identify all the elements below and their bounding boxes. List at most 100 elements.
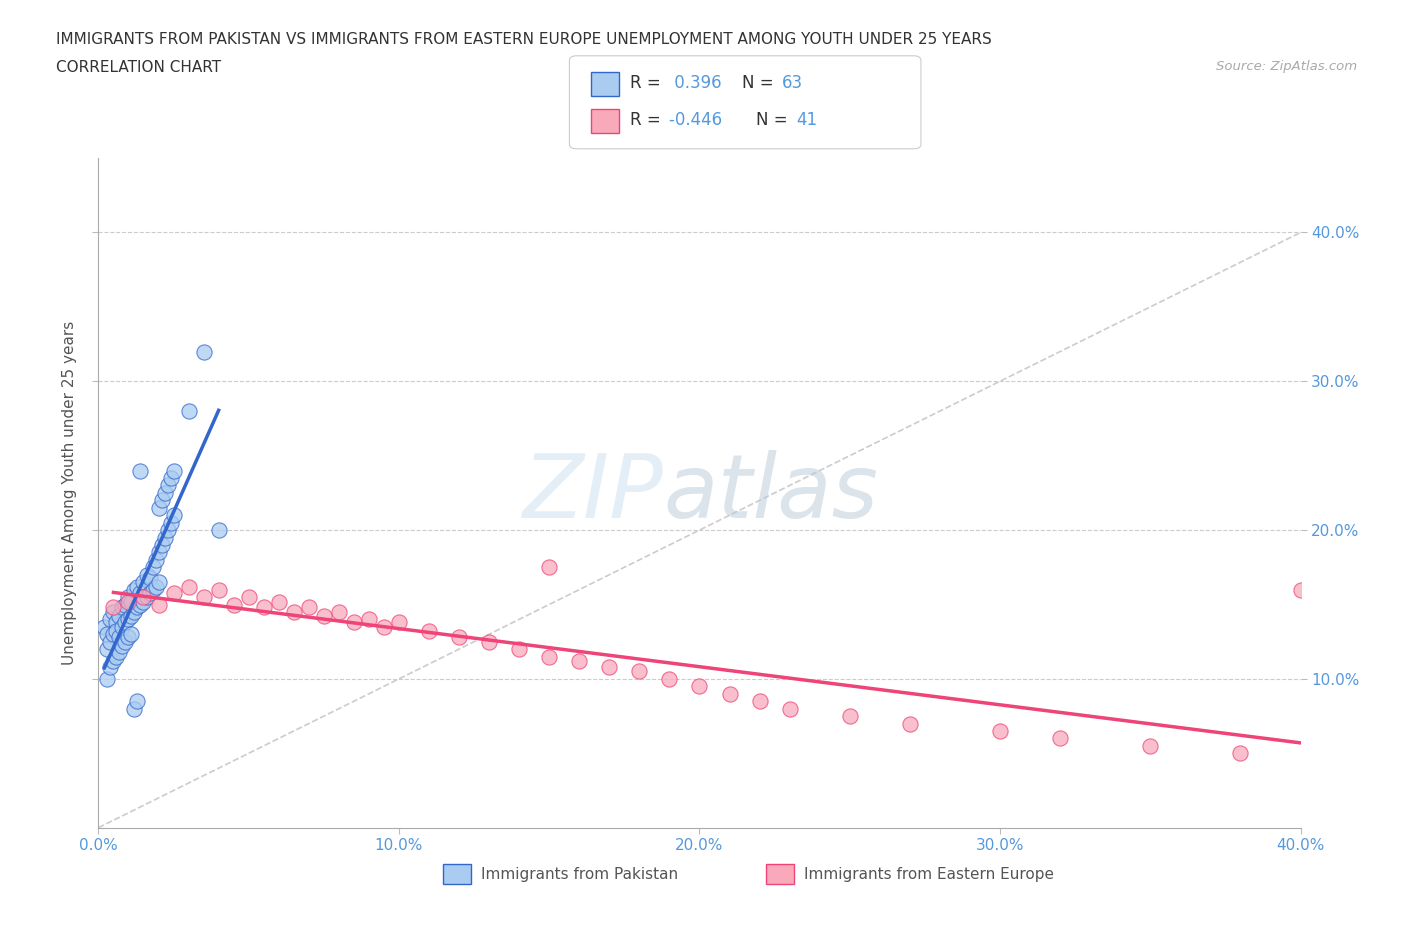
Point (129, 597, 152, 612)
Point (132, 594, 155, 609)
Point (145, 579, 167, 594)
Point (105, 624, 128, 639)
Point (208, 523, 231, 538)
Point (153, 485, 176, 500)
Point (177, 404, 200, 418)
Point (388, 615, 411, 630)
Point (689, 679, 711, 694)
Point (478, 634, 501, 649)
Point (114, 634, 136, 649)
Point (121, 594, 143, 609)
Point (718, 686, 741, 701)
Point (628, 664, 651, 679)
Point (148, 500, 170, 515)
Point (108, 630, 131, 644)
Point (127, 694, 149, 709)
Point (105, 615, 128, 630)
Point (96, 671, 118, 686)
Point (779, 701, 801, 716)
Point (162, 508, 184, 523)
Point (159, 515, 181, 530)
Point (153, 530, 176, 545)
Point (150, 538, 173, 552)
Point (159, 471, 181, 485)
Point (111, 600, 134, 615)
Point (108, 609, 131, 624)
Point (298, 600, 321, 615)
Point (132, 575, 155, 590)
Point (135, 590, 157, 604)
Point (138, 585, 160, 600)
Point (117, 594, 139, 609)
Text: atlas: atlas (664, 450, 879, 536)
Point (283, 604, 305, 619)
Point (156, 478, 179, 493)
Point (156, 523, 179, 538)
Point (238, 590, 260, 604)
Point (508, 642, 530, 657)
Point (127, 579, 149, 594)
Point (121, 627, 143, 642)
Point (447, 630, 470, 644)
Point (343, 615, 366, 630)
Point (141, 560, 163, 575)
Point (96, 642, 118, 657)
Text: 63: 63 (782, 73, 803, 92)
Point (1229, 746, 1251, 761)
Point (111, 639, 134, 654)
Point (124, 582, 146, 597)
Text: 0.396: 0.396 (669, 73, 727, 92)
Point (135, 567, 157, 582)
Text: Immigrants from Eastern Europe: Immigrants from Eastern Europe (804, 867, 1054, 882)
Point (312, 609, 335, 624)
Text: 41: 41 (796, 111, 817, 129)
Point (100, 659, 122, 674)
Point (103, 604, 125, 619)
Point (328, 604, 350, 619)
Point (111, 619, 134, 634)
Y-axis label: Unemployment Among Youth under 25 years: Unemployment Among Youth under 25 years (62, 321, 77, 665)
Point (568, 654, 591, 669)
Point (103, 627, 125, 642)
Point (114, 597, 136, 612)
Point (357, 612, 380, 627)
Point (538, 649, 561, 664)
Point (129, 463, 152, 478)
Point (538, 560, 561, 575)
Point (103, 654, 125, 669)
Point (145, 552, 167, 567)
Point (177, 579, 200, 594)
Point (114, 615, 136, 630)
Point (253, 600, 276, 615)
Point (1049, 731, 1071, 746)
Point (138, 570, 160, 585)
Text: Source: ZipAtlas.com: Source: ZipAtlas.com (1216, 60, 1357, 73)
Point (124, 604, 146, 619)
Point (93, 619, 115, 634)
Point (141, 582, 163, 597)
Point (1139, 738, 1161, 753)
Point (162, 585, 184, 600)
Point (222, 597, 245, 612)
Point (117, 612, 139, 627)
Point (898, 716, 921, 731)
Point (148, 575, 170, 590)
Point (193, 590, 215, 604)
Point (148, 597, 170, 612)
Text: CORRELATION CHART: CORRELATION CHART (56, 60, 221, 74)
Point (267, 594, 290, 609)
Point (127, 600, 149, 615)
Point (162, 463, 184, 478)
Point (121, 609, 143, 624)
Text: R =: R = (630, 111, 666, 129)
Text: -0.446: -0.446 (669, 111, 728, 129)
Point (658, 671, 681, 686)
Text: R =: R = (630, 73, 666, 92)
Point (150, 493, 173, 508)
Text: IMMIGRANTS FROM PAKISTAN VS IMMIGRANTS FROM EASTERN EUROPE UNEMPLOYMENT AMONG YO: IMMIGRANTS FROM PAKISTAN VS IMMIGRANTS F… (56, 32, 993, 46)
Point (129, 585, 152, 600)
Text: N =: N = (742, 73, 779, 92)
Text: ZIP: ZIP (523, 450, 664, 536)
Point (105, 649, 128, 664)
Point (117, 590, 139, 604)
